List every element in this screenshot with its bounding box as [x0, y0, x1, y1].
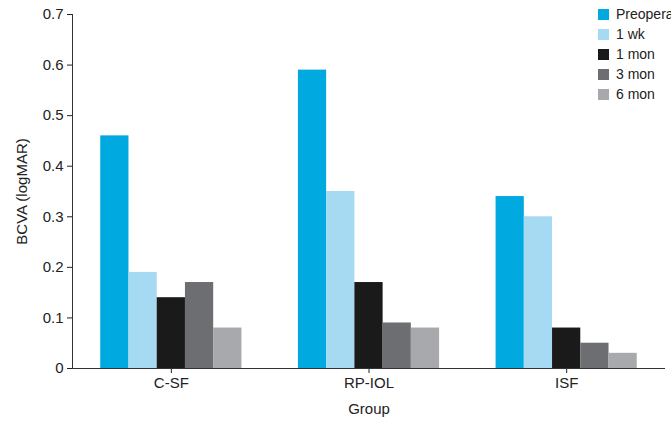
html-text:3 mon: 3 mon [616, 66, 655, 82]
html-text:1 mon: 1 mon [616, 46, 655, 62]
svg-text:0.2: 0.2 [43, 258, 64, 275]
svg-text:RP-IOL: RP-IOL [344, 374, 394, 391]
svg-text:0: 0 [55, 359, 63, 376]
svg-text:C-SF: C-SF [154, 374, 189, 391]
svg-text:0.4: 0.4 [43, 157, 64, 174]
svg-text:0.3: 0.3 [43, 208, 64, 225]
svg-text:0.5: 0.5 [43, 106, 64, 123]
svg-text:BCVA (logMAR): BCVA (logMAR) [13, 138, 30, 244]
svg-text:Group: Group [348, 400, 390, 417]
svg-text:0.1: 0.1 [43, 309, 64, 326]
svg-text:0.6: 0.6 [43, 56, 64, 73]
svg-text:0.7: 0.7 [43, 5, 64, 22]
svg-text:ISF: ISF [555, 374, 578, 391]
html-text:1 wk: 1 wk [616, 26, 645, 42]
html-text:6 mon: 6 mon [616, 86, 655, 102]
